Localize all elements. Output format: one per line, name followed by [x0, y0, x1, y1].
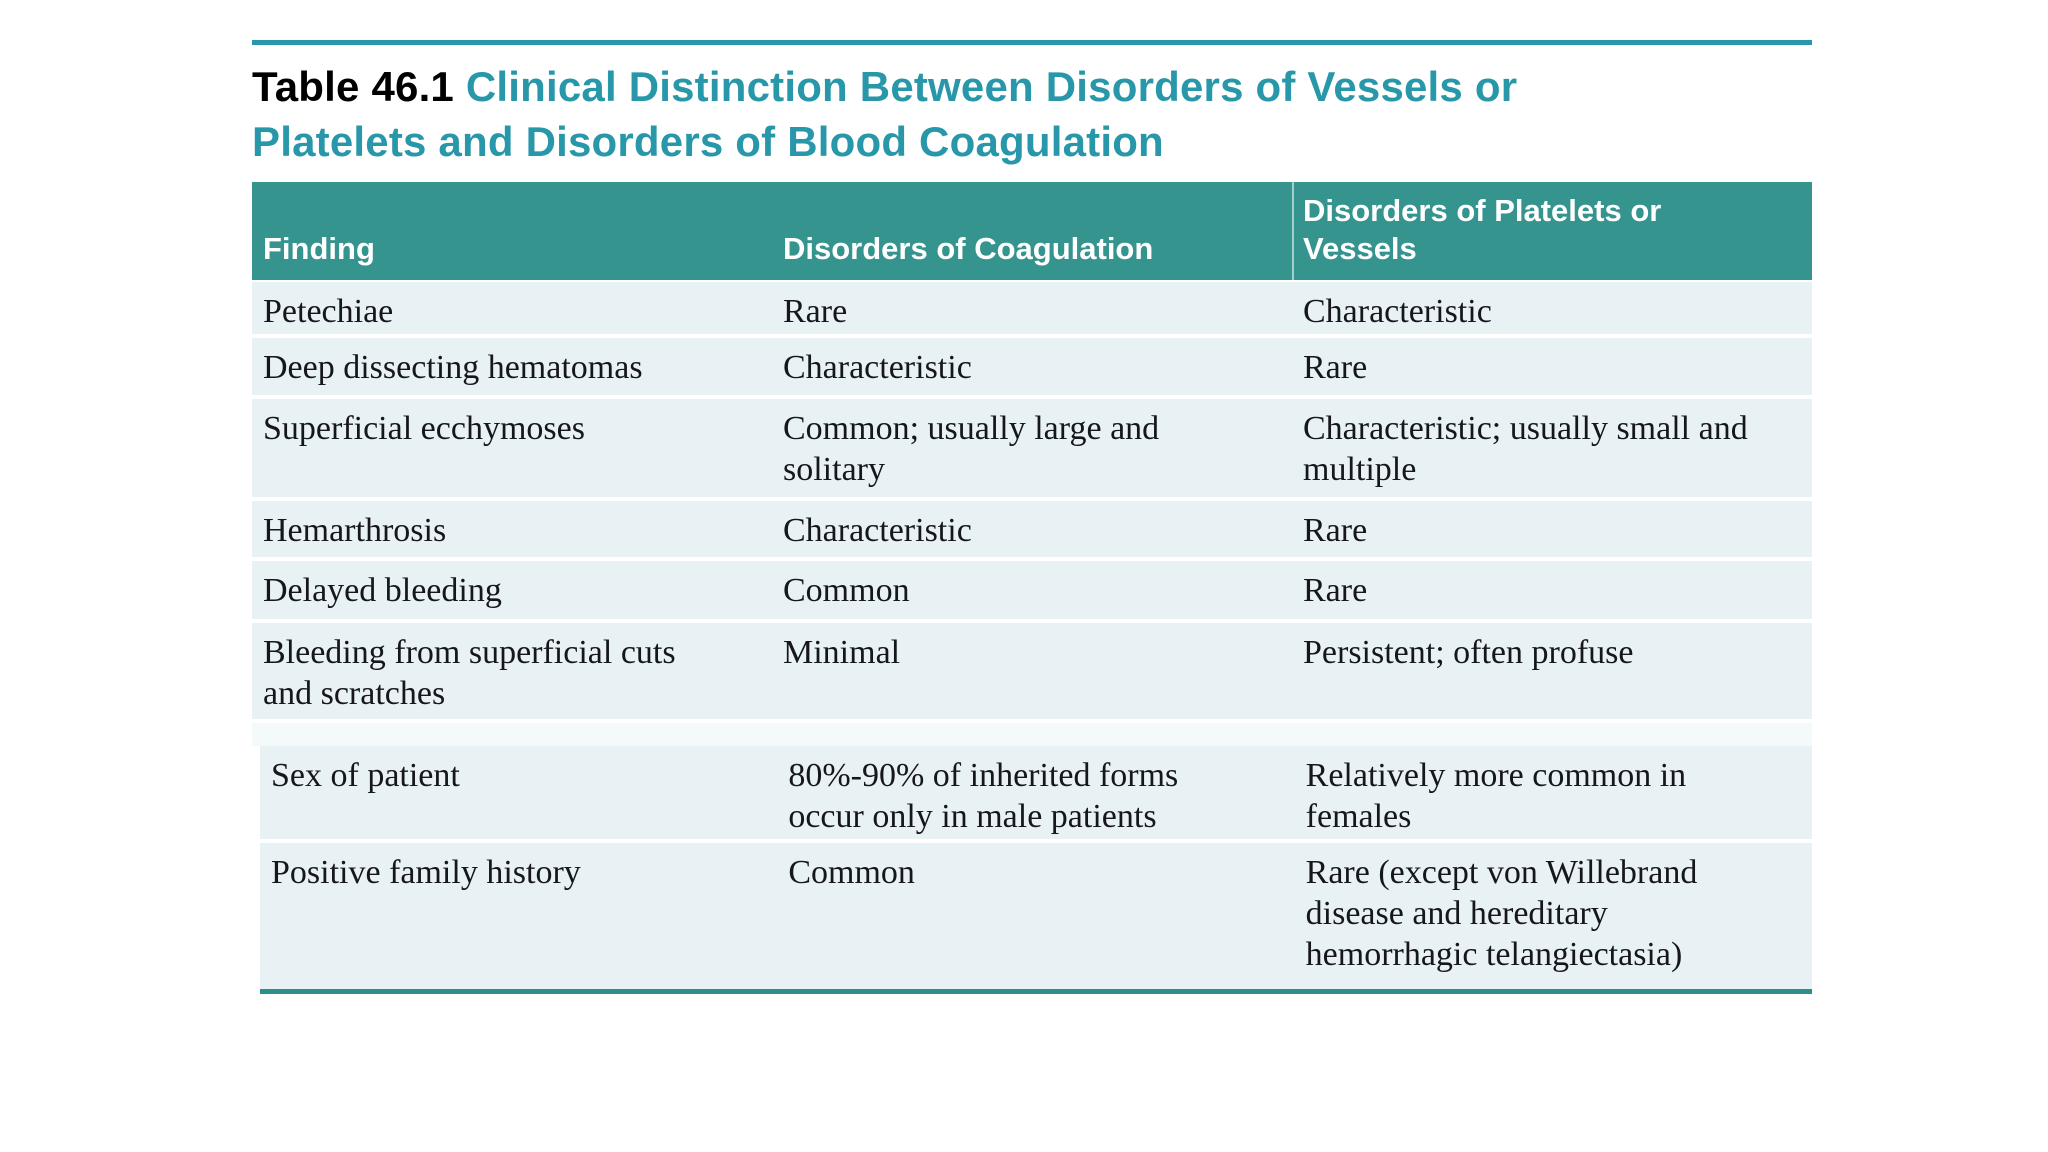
column-header-finding: Finding: [263, 231, 375, 266]
table-row-sex-of-patient: Sex of patient 80%-90% of inherited form…: [260, 746, 1812, 839]
cell-coagulation: Common: [783, 572, 910, 609]
cell-platelets: Relatively more common in females: [1305, 757, 1687, 835]
table-title: Table 46.1 Clinical Distinction Between …: [252, 59, 1812, 169]
column-header-coagulation: Disorders of Coagulation: [783, 231, 1154, 266]
cell-coagulation: Common: [788, 854, 915, 891]
table-figure: Table 46.1 Clinical Distinction Between …: [252, 40, 1812, 994]
table-row-delayed-bleeding: Delayed bleeding Common Rare: [252, 561, 1812, 619]
section-gap: [252, 723, 1812, 746]
cell-platelets: Rare: [1303, 349, 1368, 386]
cell-finding: Hemarthrosis: [263, 512, 447, 549]
header-column-divider: [1292, 182, 1294, 280]
cell-coagulation: 80%-90% of inherited forms occur only in…: [788, 757, 1179, 835]
row-divider: [252, 334, 1812, 338]
cell-platelets: Rare: [1303, 572, 1368, 609]
table-row-hematomas: Deep dissecting hematomas Characteristic…: [252, 338, 1812, 395]
table-row-family-history: Positive family history Common Rare (exc…: [260, 843, 1812, 989]
table-header-row: Finding Disorders of Coagulation Disorde…: [252, 182, 1812, 282]
row-divider: [252, 619, 1812, 623]
table-row-superficial-cuts: Bleeding from superficial cuts and scrat…: [252, 623, 1812, 719]
table-section-1: Petechiae Rare Characteristic Deep disse…: [252, 282, 1812, 723]
cell-platelets: Persistent; often profuse: [1303, 634, 1634, 671]
column-header-platelets: Disorders of Platelets or Vessels: [1303, 193, 1662, 266]
cell-finding: Positive family history: [271, 854, 581, 891]
cell-platelets: Characteristic; usually small and multip…: [1303, 410, 1748, 488]
cell-finding: Superficial ecchymoses: [263, 410, 585, 447]
cell-coagulation: Common; usually large and solitary: [783, 410, 1160, 488]
table-row-petechiae: Petechiae Rare Characteristic: [252, 282, 1812, 334]
table-number: Table 46.1: [252, 63, 466, 110]
row-divider: [252, 719, 1812, 723]
cell-finding: Petechiae: [263, 293, 394, 330]
row-divider: [260, 839, 1812, 843]
cell-coagulation: Minimal: [783, 634, 901, 671]
row-divider: [252, 497, 1812, 501]
cell-finding: Sex of patient: [271, 757, 460, 794]
cell-finding: Deep dissecting hematomas: [263, 349, 643, 386]
cell-platelets: Characteristic: [1303, 293, 1492, 330]
table-title-line1: Clinical Distinction Between Disorders o…: [465, 63, 1518, 110]
clinical-table: Finding Disorders of Coagulation Disorde…: [252, 182, 1812, 994]
cell-coagulation: Rare: [783, 293, 848, 330]
table-row-hemarthrosis: Hemarthrosis Characteristic Rare: [252, 501, 1812, 557]
cell-coagulation: Characteristic: [783, 512, 972, 549]
cell-coagulation: Characteristic: [783, 349, 972, 386]
cell-platelets: Rare: [1303, 512, 1368, 549]
row-divider: [252, 395, 1812, 399]
cell-finding: Delayed bleeding: [263, 572, 502, 609]
cell-finding: Bleeding from superficial cuts and scrat…: [263, 634, 676, 712]
cell-platelets: Rare (except von Willebrand disease and …: [1305, 854, 1698, 973]
table-title-line2: Platelets and Disorders of Blood Coagula…: [252, 118, 1164, 165]
title-top-rule: [252, 40, 1812, 45]
row-divider: [252, 557, 1812, 561]
table-row-ecchymoses: Superficial ecchymoses Common; usually l…: [252, 399, 1812, 497]
table-section-2: Sex of patient 80%-90% of inherited form…: [260, 746, 1812, 994]
